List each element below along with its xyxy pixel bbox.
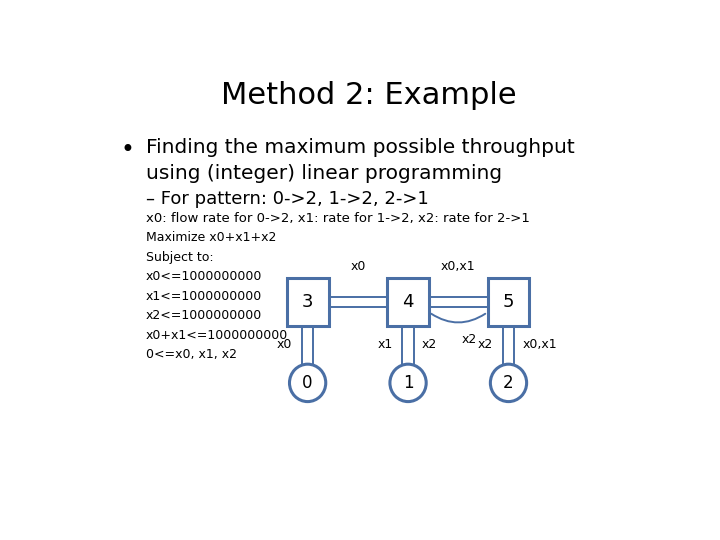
Text: x0: flow rate for 0->2, x1: rate for 1->2, x2: rate for 2->1: x0: flow rate for 0->2, x1: rate for 1->… bbox=[145, 212, 530, 225]
Ellipse shape bbox=[390, 364, 426, 402]
Text: x2: x2 bbox=[477, 339, 493, 352]
FancyBboxPatch shape bbox=[387, 278, 429, 326]
Text: x0,x1: x0,x1 bbox=[441, 260, 476, 273]
Text: 1: 1 bbox=[402, 374, 413, 392]
Text: 3: 3 bbox=[302, 293, 313, 311]
Text: x0,x1: x0,x1 bbox=[523, 339, 557, 352]
FancyArrowPatch shape bbox=[431, 314, 485, 322]
Text: x2: x2 bbox=[462, 333, 477, 346]
Text: Subject to:: Subject to: bbox=[145, 251, 213, 264]
Text: x2: x2 bbox=[422, 339, 437, 352]
Text: 0: 0 bbox=[302, 374, 313, 392]
Text: •: • bbox=[121, 138, 135, 161]
Text: 4: 4 bbox=[402, 293, 414, 311]
Text: x0<=1000000000: x0<=1000000000 bbox=[145, 270, 262, 283]
Text: – For pattern: 0->2, 1->2, 2->1: – For pattern: 0->2, 1->2, 2->1 bbox=[145, 190, 428, 207]
Text: 5: 5 bbox=[503, 293, 514, 311]
Text: x0: x0 bbox=[276, 339, 292, 352]
Text: 2: 2 bbox=[503, 374, 514, 392]
Text: x2<=1000000000: x2<=1000000000 bbox=[145, 309, 262, 322]
Text: Method 2: Example: Method 2: Example bbox=[221, 82, 517, 111]
Text: x0+x1<=1000000000: x0+x1<=1000000000 bbox=[145, 329, 288, 342]
Text: x1<=1000000000: x1<=1000000000 bbox=[145, 290, 262, 303]
Text: x0: x0 bbox=[350, 260, 366, 273]
FancyBboxPatch shape bbox=[487, 278, 529, 326]
FancyBboxPatch shape bbox=[287, 278, 328, 326]
Text: 0<=x0, x1, x2: 0<=x0, x1, x2 bbox=[145, 348, 237, 361]
Ellipse shape bbox=[289, 364, 325, 402]
Text: using (integer) linear programming: using (integer) linear programming bbox=[145, 164, 502, 183]
Text: Finding the maximum possible throughput: Finding the maximum possible throughput bbox=[145, 138, 575, 157]
Text: Maximize x0+x1+x2: Maximize x0+x1+x2 bbox=[145, 231, 276, 244]
Text: x1: x1 bbox=[377, 339, 392, 352]
Ellipse shape bbox=[490, 364, 526, 402]
